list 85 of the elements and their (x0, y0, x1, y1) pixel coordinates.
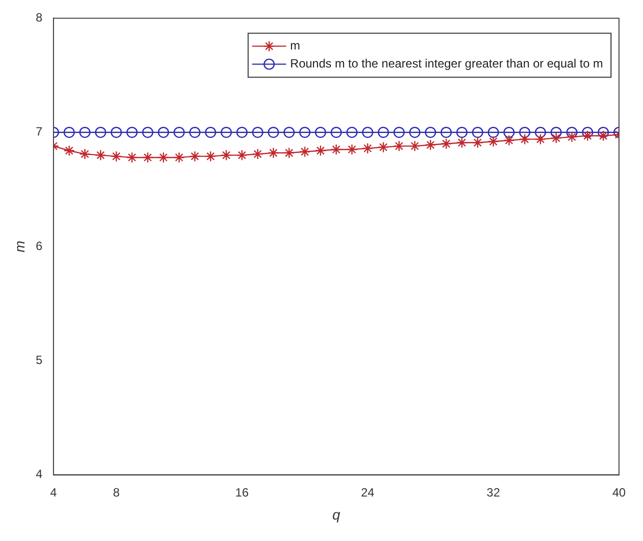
point (598, 126, 609, 138)
point (110, 126, 122, 138)
x-tick-label: 32 (486, 485, 500, 500)
point (550, 132, 562, 144)
point (488, 126, 499, 138)
point (534, 126, 546, 138)
legend-label: m (290, 38, 300, 53)
point (268, 126, 279, 138)
x-tick-label: 24 (360, 485, 375, 500)
point (158, 152, 170, 164)
point (424, 139, 436, 151)
point (550, 126, 562, 138)
point (79, 126, 90, 138)
point (378, 126, 389, 138)
point (472, 137, 484, 148)
point (110, 150, 122, 162)
point (142, 152, 154, 164)
y-tick-label: 8 (36, 10, 43, 25)
point (204, 150, 216, 162)
point (582, 126, 594, 138)
point (346, 144, 358, 156)
point (472, 126, 484, 138)
point (566, 131, 578, 143)
point (346, 126, 358, 138)
point (534, 134, 546, 145)
point (424, 126, 436, 138)
point (252, 148, 264, 160)
point (378, 142, 389, 153)
point (268, 147, 279, 158)
point (95, 126, 106, 138)
point (220, 126, 232, 138)
point (393, 140, 405, 152)
y-tick-label: 5 (36, 352, 43, 367)
y-tick-label: 7 (36, 124, 43, 139)
x-tick-label: 8 (112, 485, 120, 500)
point (126, 126, 138, 138)
point (174, 152, 185, 164)
point (64, 126, 75, 138)
x-tick-label: 40 (612, 485, 626, 500)
point (488, 136, 499, 148)
y-tick-label: 6 (36, 238, 43, 253)
point (174, 126, 185, 138)
point (284, 147, 295, 158)
y-axis-title: m (11, 240, 28, 252)
point (566, 126, 578, 138)
point (519, 126, 530, 138)
point (330, 144, 342, 156)
point (158, 126, 170, 138)
y-tick-label: 4 (36, 467, 43, 482)
point (189, 126, 200, 138)
point (142, 126, 154, 138)
point (456, 126, 468, 138)
point (330, 126, 342, 138)
point (314, 145, 326, 156)
x-tick-label: 16 (235, 485, 249, 500)
point (95, 150, 106, 161)
point (440, 126, 452, 138)
point (299, 126, 310, 138)
point (252, 126, 264, 138)
point (409, 140, 420, 152)
point (440, 138, 452, 150)
point (79, 148, 90, 160)
point (314, 126, 326, 138)
point (64, 145, 75, 156)
point (220, 150, 232, 161)
point (456, 137, 468, 148)
point (598, 130, 609, 142)
x-tick-label: 4 (50, 485, 58, 500)
point (126, 152, 138, 164)
point (503, 126, 515, 138)
point (362, 142, 374, 154)
x-axis-title: q (332, 506, 340, 522)
point (362, 126, 374, 138)
point (236, 126, 248, 138)
point (409, 126, 420, 138)
point (299, 146, 310, 158)
point (503, 134, 515, 146)
point (236, 150, 248, 161)
point (284, 126, 295, 138)
point (519, 134, 530, 145)
point (204, 126, 216, 138)
point (393, 126, 405, 138)
legend-label: Rounds m to the nearest integer greater than or equal to m (290, 56, 604, 71)
point (189, 150, 200, 162)
point (582, 130, 594, 142)
